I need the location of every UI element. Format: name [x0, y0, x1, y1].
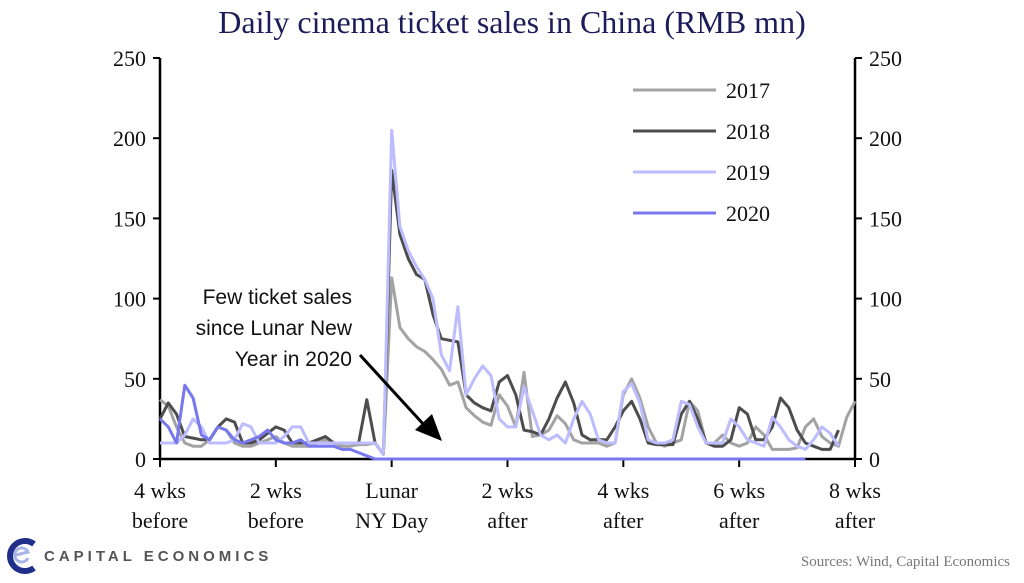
x-tick-label: 6 wks: [713, 478, 765, 503]
legend-label-2020: 2020: [726, 201, 770, 226]
y-tick-label-left: 250: [113, 46, 146, 71]
x-tick-label: after: [487, 508, 528, 533]
x-tick-label: before: [132, 508, 188, 533]
y-tick-label-right: 0: [869, 447, 880, 472]
source-note: Sources: Wind, Capital Economics: [800, 554, 1010, 570]
legend-label-2019: 2019: [726, 160, 770, 185]
series-line-2020: [158, 383, 806, 461]
series-line-2018: [158, 168, 840, 456]
y-tick-label-left: 0: [135, 447, 146, 472]
x-tick-label: after: [603, 508, 644, 533]
annotation: Few ticket sales since Lunar New Year in 2…: [196, 286, 442, 441]
y-tick-label-right: 100: [869, 287, 902, 312]
y-tick-label-right: 200: [869, 126, 902, 151]
y-tick-label-left: 50: [124, 367, 146, 392]
y-tick-label-left: 200: [113, 126, 146, 151]
x-tick-label: after: [835, 508, 876, 533]
x-tick-label: Lunar: [365, 478, 418, 503]
series-line-2017: [159, 276, 857, 456]
x-tick-label: before: [248, 508, 304, 533]
x-tick-label: 2 wks: [482, 478, 534, 503]
annotation-arrow-shaft: [358, 353, 427, 428]
y-tick-label-right: 250: [869, 46, 902, 71]
y-tick-label-left: 150: [113, 206, 146, 231]
y-tick-label-right: 150: [869, 206, 902, 231]
x-tick-label: 4 wks: [597, 478, 649, 503]
x-tick-label: NY Day: [355, 508, 428, 533]
series-line-2019: [160, 128, 840, 456]
annotation-text: Few ticket sales: [203, 286, 352, 309]
logo-mark-icon: [7, 538, 36, 574]
x-tick-label: 2 wks: [250, 478, 302, 503]
legend-label-2017: 2017: [726, 78, 770, 103]
y-tick-label-left: 100: [113, 287, 146, 312]
annotation-arrow-head: [415, 414, 442, 441]
x-tick-label: 8 wks: [829, 478, 881, 503]
x-tick-label: 4 wks: [134, 478, 186, 503]
logo-text: CAPITAL ECONOMICS: [44, 547, 273, 565]
y-tick-label-right: 50: [869, 367, 891, 392]
annotation-text: Year in 2020: [235, 348, 352, 371]
x-tick-label: after: [719, 508, 760, 533]
annotation-text: since Lunar New: [196, 317, 353, 340]
capital-economics-logo: CAPITAL ECONOMICS: [4, 538, 272, 574]
chart-title: Daily cinema ticket sales in China (RMB …: [218, 4, 806, 40]
legend-label-2018: 2018: [726, 119, 770, 144]
